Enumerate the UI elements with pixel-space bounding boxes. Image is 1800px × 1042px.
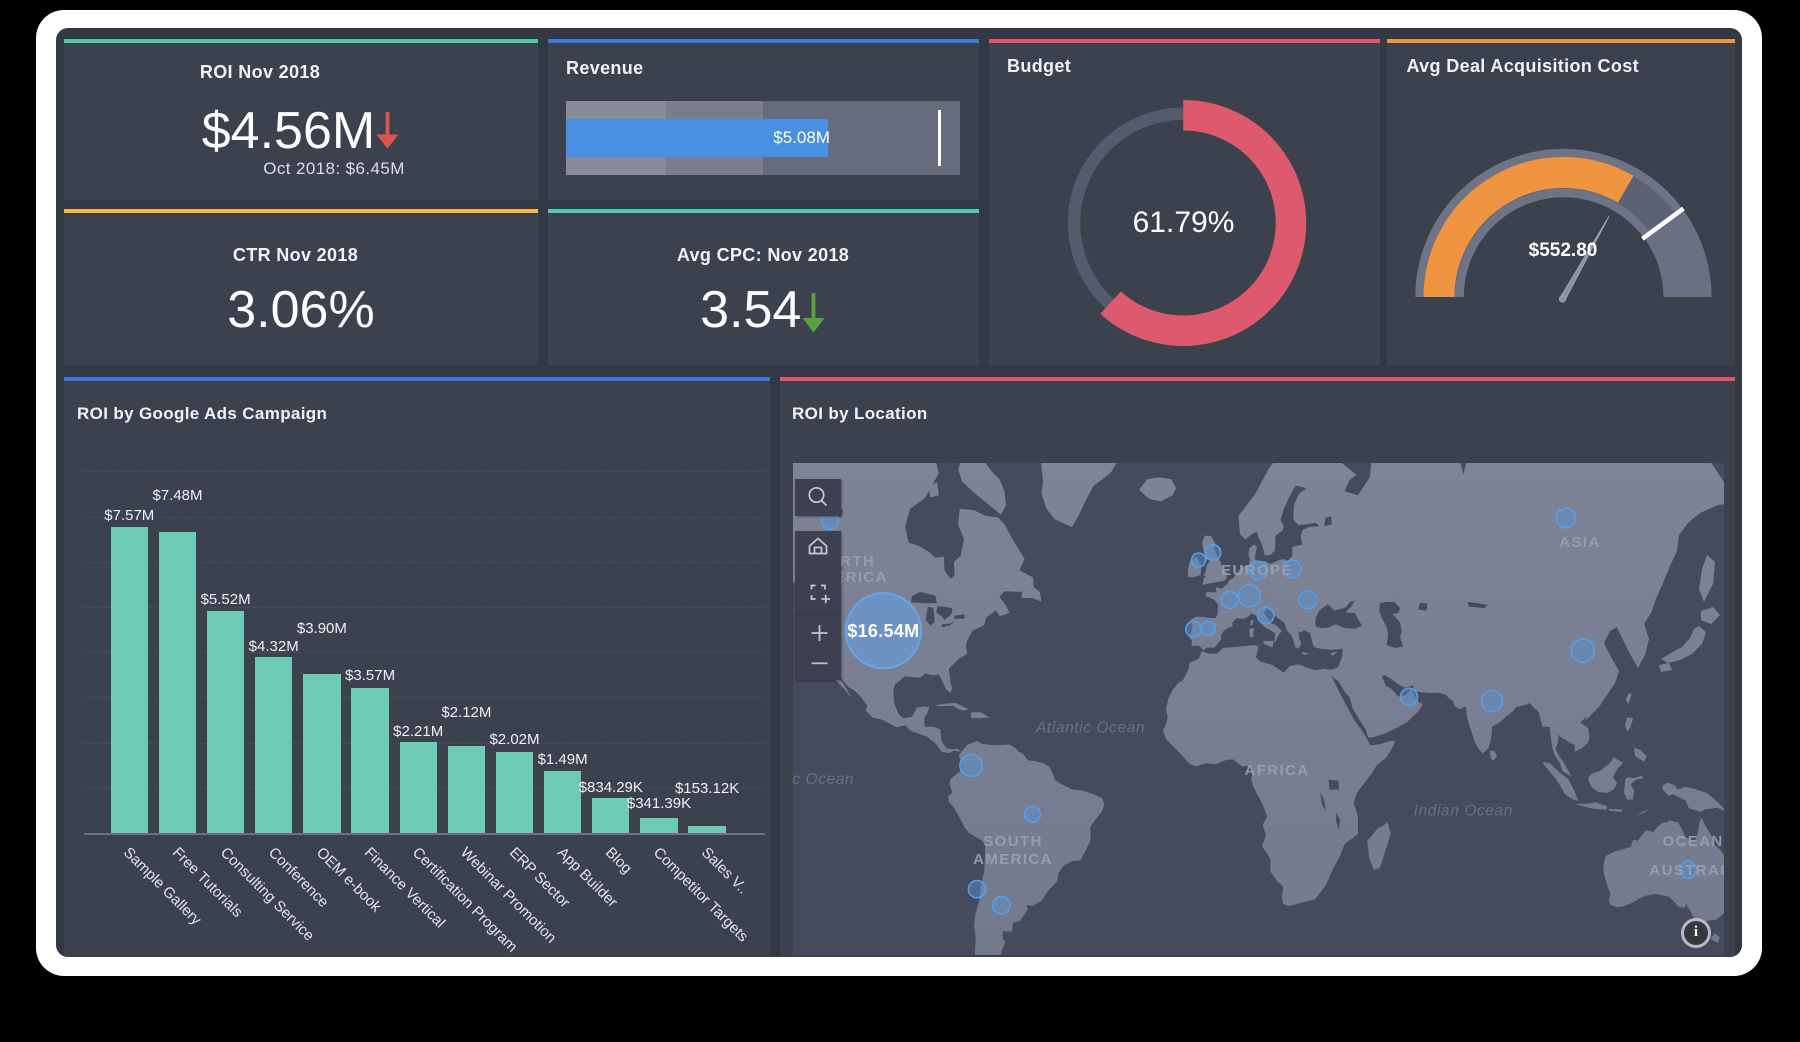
svg-text:Pacific Ocean: Pacific Ocean [793,771,854,788]
svg-text:EUROPE: EUROPE [1221,562,1293,579]
svg-text:ASIA: ASIA [1559,534,1600,551]
svg-text:OCEANIA: OCEANIA [1663,833,1724,850]
svg-text:$16.54M: $16.54M [847,621,919,641]
svg-text:AUSTRALIA: AUSTRALIA [1649,862,1724,879]
svg-text:AMERICA: AMERICA [973,851,1053,868]
svg-text:SOUTH: SOUTH [983,833,1043,850]
svg-text:Atlantic Ocean: Atlantic Ocean [1035,720,1145,737]
svg-text:Indian Ocean: Indian Ocean [1414,803,1513,820]
svg-text:AFRICA: AFRICA [1244,762,1309,779]
